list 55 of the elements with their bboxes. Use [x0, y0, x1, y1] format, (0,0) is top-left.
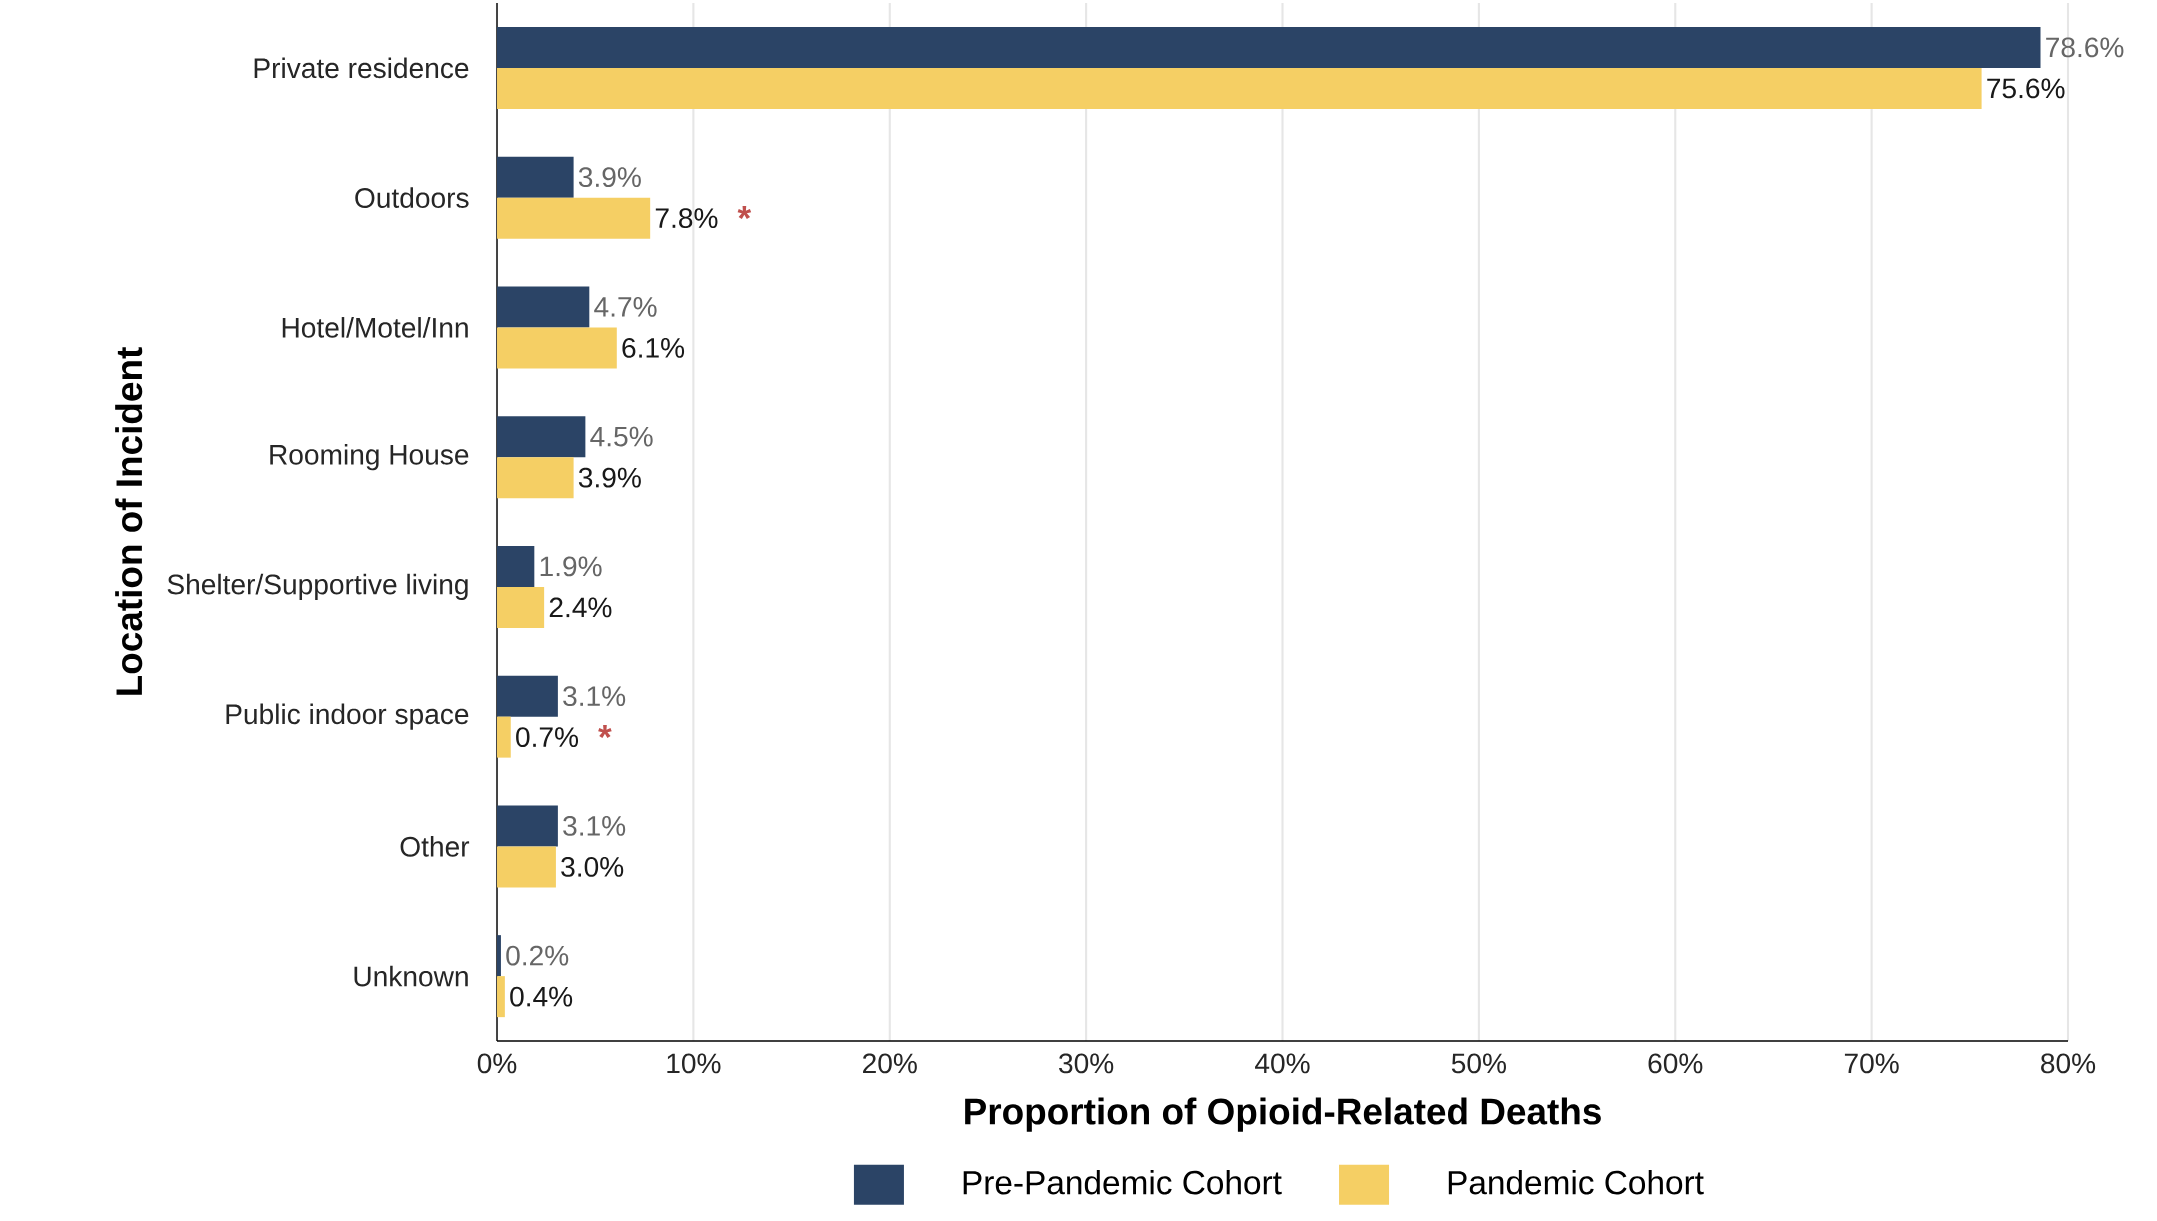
y-axis-title: Location of Incident [115, 347, 143, 695]
bar [497, 197, 651, 239]
data-label: 78.6% [2046, 37, 2124, 58]
data-label: 75.6% [1987, 78, 2065, 99]
annotation: * [598, 725, 612, 739]
data-label: 7.8% [655, 208, 718, 229]
y-tick-label: Hotel/Motel/Inn [282, 317, 468, 338]
data-label: 4.7% [594, 297, 657, 317]
y-tick-label: Private residence [254, 57, 469, 79]
x-tick-label: 60% [1648, 1053, 1703, 1074]
data-label: 4.5% [590, 426, 653, 447]
y-tick-label: Shelter/Supportive living [167, 573, 468, 600]
bar [497, 286, 590, 328]
data-label: 0.2% [506, 945, 569, 966]
x-tick-label: 30% [1059, 1053, 1114, 1074]
y-tick-label: Rooming House [270, 444, 469, 471]
bar [497, 457, 574, 499]
data-label: 2.4% [549, 597, 612, 618]
data-label: 3.1% [563, 686, 626, 707]
legend-label: Pandemic Cohort [1448, 1169, 1704, 1195]
data-label: 3.1% [563, 815, 626, 836]
y-tick-label: Public indoor space [226, 703, 469, 730]
x-tick-label: 50% [1451, 1053, 1506, 1074]
x-tick-label: 40% [1255, 1053, 1310, 1074]
bar [497, 156, 574, 198]
data-label: 1.9% [540, 556, 602, 577]
x-axis-title: Proportion of Opioid-Related Deaths [965, 1097, 1601, 1132]
bar [497, 935, 501, 977]
data-label: 6.1% [622, 337, 685, 358]
bar [497, 716, 511, 758]
bar [497, 327, 617, 369]
x-tick-label: 70% [1844, 1053, 1899, 1074]
data-label: 3.0% [561, 856, 624, 877]
legend-label: Pre-Pandemic Cohort [963, 1169, 1282, 1195]
x-tick-label: 10% [667, 1053, 721, 1074]
bar [497, 586, 545, 628]
bar [497, 805, 558, 847]
x-tick-label: 80% [2041, 1053, 2096, 1074]
bar [497, 67, 1982, 109]
x-tick-label: 0% [477, 1053, 517, 1074]
bar [497, 545, 535, 587]
bar [497, 976, 505, 1018]
data-label: 3.9% [578, 467, 641, 488]
data-label: 3.9% [578, 167, 641, 188]
y-tick-label: Other [400, 836, 470, 857]
y-tick-label: Outdoors [355, 187, 469, 208]
bar [497, 846, 556, 888]
x-tick-label: 20% [863, 1053, 917, 1074]
data-label: 0.4% [510, 986, 573, 1007]
bar [497, 26, 2041, 68]
bar [497, 675, 558, 717]
y-tick-label: Unknown [354, 965, 468, 987]
bar [497, 416, 586, 458]
annotation: * [737, 206, 752, 220]
data-label: 0.7% [516, 727, 579, 748]
